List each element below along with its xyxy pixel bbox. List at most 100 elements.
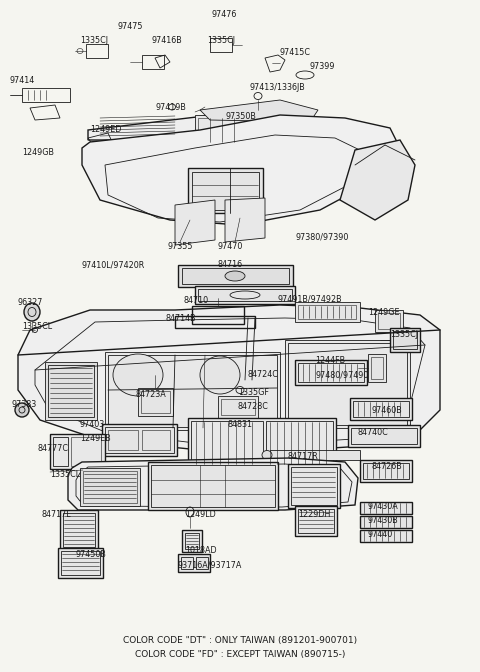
Bar [182,268,289,284]
Text: 93716A/93717A: 93716A/93717A [178,560,242,569]
Text: 97416B: 97416B [152,36,183,45]
Bar [218,396,258,418]
Bar [363,463,409,479]
Bar [188,168,263,213]
Bar [86,44,108,58]
Bar [288,464,340,508]
Polygon shape [340,140,415,220]
Bar [266,421,333,465]
Text: 84726B: 84726B [372,462,403,471]
Text: 84724C: 84724C [248,370,279,379]
Polygon shape [225,198,265,242]
Bar [175,316,255,328]
Text: 97480/97490: 97480/97490 [315,370,368,379]
Text: 97350B: 97350B [225,112,256,121]
Bar [142,55,164,69]
Polygon shape [200,100,318,122]
Text: 84728C: 84728C [238,402,269,411]
Bar [298,509,334,533]
Bar [393,331,417,349]
Text: 97430B: 97430B [368,516,399,525]
Bar [102,424,177,456]
Text: 84714B: 84714B [165,314,196,323]
Text: 97380/97390: 97380/97390 [295,232,348,241]
Text: 1249EB: 1249EB [80,434,111,443]
Bar [348,425,420,447]
Text: 97476: 97476 [212,10,238,19]
Polygon shape [175,200,215,245]
Text: 97410L/97420R: 97410L/97420R [82,260,145,269]
Bar [61,551,100,575]
Bar [108,430,138,450]
Text: 84717R: 84717R [288,452,319,461]
Text: 1249ED: 1249ED [90,125,121,134]
Polygon shape [68,458,358,510]
Bar [71,437,101,466]
Bar [368,354,386,382]
Text: 84710: 84710 [183,296,208,305]
Text: 97460B: 97460B [372,406,403,415]
Text: 97440: 97440 [368,530,393,539]
Text: 1335CL: 1335CL [50,470,80,479]
Text: 1244FB: 1244FB [315,356,345,365]
Bar [210,38,232,52]
Bar [351,428,417,444]
Polygon shape [88,110,318,140]
Bar [148,462,278,510]
Bar [191,421,263,465]
Bar [198,118,252,142]
Text: 84831: 84831 [228,420,253,429]
Text: 1249GE: 1249GE [368,308,399,317]
Bar [360,530,412,542]
Bar [105,427,174,453]
Bar [295,506,337,536]
Text: 1335CJ: 1335CJ [80,36,108,45]
Bar [221,399,255,415]
Text: 84716: 84716 [218,260,243,269]
Text: 97399: 97399 [310,62,336,71]
Bar [195,115,255,145]
Bar [80,468,140,506]
Text: 97491B/97492B: 97491B/97492B [278,294,343,303]
Bar [390,328,420,352]
Bar [48,365,94,417]
Text: 84717L: 84717L [42,510,72,519]
Text: 84740C: 84740C [358,428,389,437]
Bar [53,437,68,466]
Text: 1335CL: 1335CL [22,322,52,331]
Bar [142,430,170,450]
Ellipse shape [24,303,40,321]
Text: 1335CJ: 1335CJ [207,36,235,45]
Text: COLOR CODE "DT" : ONLY TAIWAN (891201-900701): COLOR CODE "DT" : ONLY TAIWAN (891201-90… [123,636,357,645]
Bar [196,557,208,569]
Text: 1249GB: 1249GB [22,148,54,157]
Bar [63,513,95,547]
Bar [108,355,277,427]
Bar [45,362,97,420]
Bar [295,360,367,385]
Text: COLOR CODE "FD" : EXCEPT TAIWAN (890715-): COLOR CODE "FD" : EXCEPT TAIWAN (890715-… [135,650,345,659]
Text: 1249LD: 1249LD [185,510,216,519]
Bar [360,460,412,482]
Text: 97413/1336JB: 97413/1336JB [250,83,306,92]
Bar [288,343,407,425]
Polygon shape [82,115,400,225]
Ellipse shape [113,354,163,396]
Bar [178,265,293,287]
Bar [60,510,98,550]
Bar [298,363,364,382]
Ellipse shape [200,356,240,394]
Bar [295,302,360,322]
Bar [291,467,337,505]
Text: 97475: 97475 [118,22,144,31]
Text: 97355: 97355 [167,242,192,251]
Bar [192,172,259,210]
Text: 97383: 97383 [12,400,37,409]
Text: 97403: 97403 [80,420,105,429]
Bar [181,557,193,569]
Text: 96327: 96327 [18,298,43,307]
Bar [375,310,403,332]
Ellipse shape [262,450,272,460]
Bar [378,313,400,329]
Ellipse shape [15,403,29,417]
